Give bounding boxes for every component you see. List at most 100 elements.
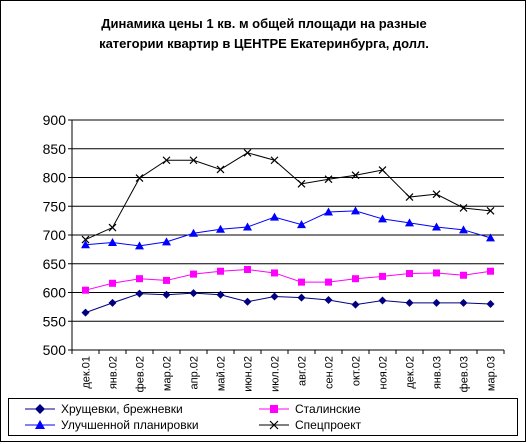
x-tick-label-11: ноя.02 [378,356,390,389]
data-point-series-2-2 [136,275,143,283]
data-point-series-4-0 [81,235,90,244]
data-point-series-3-6 [243,222,252,231]
series-line-2 [85,268,491,291]
data-point-series-2-5 [217,267,224,275]
x-tick-label-3: мар.02 [162,356,174,391]
data-point-series-4-7 [270,156,279,165]
data-point-series-1-14 [459,298,468,307]
x-tick-label-5: май.02 [216,356,228,391]
x-tick-label-12: дек.02 [405,356,417,389]
y-tick-label-850: 850 [43,141,67,157]
x-tick-label-8: авг.02 [297,356,309,386]
data-point-series-2-7 [271,269,278,277]
legend-label-series-4: Спецпроект [295,418,362,432]
legend-marker-x-icon [259,420,289,430]
chart-title: Динамика цены 1 кв. м общей площади на р… [0,14,528,54]
data-point-series-2-0 [82,286,89,294]
series-line-4 [85,152,491,241]
data-point-series-3-1 [108,237,117,246]
data-point-series-3-9 [324,207,333,216]
data-point-series-3-7 [270,212,279,221]
legend-item-series-2: Сталинские [259,402,361,416]
data-point-series-3-5 [216,224,225,233]
data-point-series-4-12 [405,193,414,201]
y-tick-label-600: 600 [43,285,67,301]
data-point-series-3-15 [486,233,495,242]
data-point-series-2-1 [109,279,116,287]
y-tick-label-700: 700 [43,227,67,243]
data-point-series-2-13 [433,269,440,277]
chart-title-line-2: категории квартир в ЦЕНТРЕ Екатеринбурга… [99,36,429,51]
data-point-series-4-15 [486,206,495,215]
data-point-series-2-8 [298,278,305,286]
data-point-series-4-3 [162,156,171,165]
data-point-series-4-1 [108,223,117,232]
data-point-series-1-10 [351,300,360,309]
data-point-series-2-10 [352,275,359,283]
legend-label-series-3: Улучшенной планировки [61,418,199,432]
data-point-series-2-4 [190,270,197,278]
y-tick-label-550: 550 [43,313,67,329]
data-point-series-1-3 [162,290,171,299]
data-point-series-3-4 [189,228,198,237]
x-tick-label-4: апр.02 [189,356,201,389]
data-point-series-2-15 [487,267,494,275]
data-point-series-3-10 [351,206,360,215]
line-chart: 500 550 600 650 700 750 800 850 900 дек.01 янв.02… [43,112,505,392]
data-point-series-4-13 [432,190,441,199]
data-point-series-1-15 [486,300,495,308]
data-point-series-4-14 [459,204,468,212]
x-tick-label-6: июн.02 [243,356,255,392]
data-point-series-2-6 [244,266,251,273]
chart-title-line-1: Динамика цены 1 кв. м общей площади на р… [101,16,427,31]
data-point-series-3-0 [81,240,90,249]
data-point-series-1-6 [243,297,252,306]
data-point-series-1-7 [270,292,279,301]
data-point-series-2-9 [325,278,332,286]
data-point-series-3-8 [297,220,306,229]
data-point-series-3-12 [405,218,414,227]
data-point-series-1-5 [216,290,225,299]
data-point-series-3-13 [432,222,441,231]
data-point-series-4-11 [378,166,387,174]
x-tick-label-7: июл.02 [270,356,282,392]
x-tick-label-15: мар.03 [486,356,498,391]
y-tick-label-500: 500 [43,342,67,358]
data-point-series-4-5 [216,165,225,174]
data-point-series-1-1 [108,298,117,307]
x-tick-label-9: сен.02 [324,356,336,389]
legend-marker-diamond-icon [25,404,55,414]
data-point-series-1-8 [297,293,306,302]
data-point-series-2-3 [163,276,170,284]
data-point-series-1-9 [324,295,333,304]
x-tick-label-2: фев.02 [135,356,147,392]
data-point-series-1-12 [405,298,414,307]
x-tick-label-0: дек.01 [81,356,93,389]
data-point-series-3-14 [459,225,468,234]
data-point-series-3-3 [162,237,171,246]
data-point-series-2-11 [379,272,386,280]
data-point-series-4-6 [243,148,252,157]
data-point-series-4-9 [324,175,333,184]
y-tick-label-650: 650 [43,256,67,272]
legend-item-series-3: Улучшенной планировки [25,418,199,432]
series-line-1 [85,292,491,314]
x-tick-label-13: янв.03 [432,356,444,389]
x-tick-label-14: фев.03 [459,356,471,392]
y-tick-label-900: 900 [43,112,67,128]
data-point-series-4-4 [189,156,198,165]
legend-item-series-4: Спецпроект [259,418,361,432]
data-point-series-4-2 [135,174,144,182]
legend-marker-triangle-icon [25,420,55,429]
x-tick-label-1: янв.02 [108,356,120,389]
chart-legend: Хрущевки, брежневки Сталинские Улучшенно… [8,398,518,436]
legend-label-series-1: Хрущевки, брежневки [61,402,183,416]
y-tick-label-750: 750 [43,198,67,214]
data-point-series-1-11 [378,296,387,305]
series-line-3 [85,210,491,247]
data-point-series-2-14 [460,271,467,279]
legend-label-series-2: Сталинские [295,402,361,416]
data-point-series-3-2 [135,241,144,250]
data-point-series-4-8 [297,179,306,188]
data-point-series-1-13 [432,298,441,307]
